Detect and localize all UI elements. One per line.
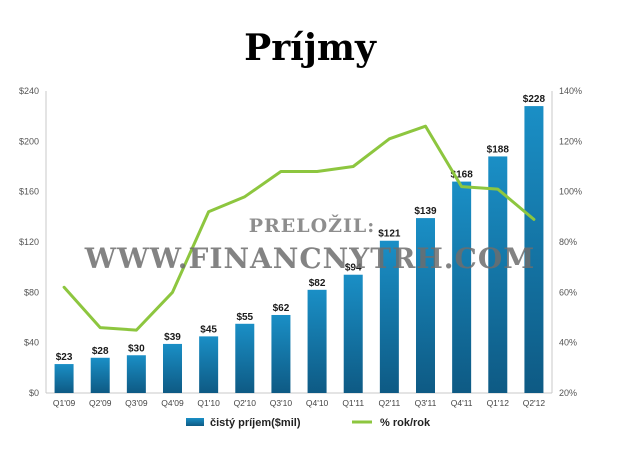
bar — [54, 364, 74, 393]
bar-data-label: $45 — [200, 324, 217, 335]
category-label: Q1'11 — [342, 398, 364, 408]
bar-data-label: $121 — [378, 229, 401, 240]
bar-data-label: $23 — [56, 352, 73, 363]
data-labels: $23 $28 $30 $39 $45 $55 $62 $82 $94 $121 $139 $168 $… — [56, 94, 546, 363]
category-label: Q1'12 — [487, 398, 510, 408]
bar-data-label: $39 — [164, 332, 181, 343]
line-series — [62, 124, 536, 332]
bar-data-label: $62 — [273, 303, 290, 314]
watermark-line2: WWW.FINANCNYTRH.COM — [84, 242, 535, 275]
left-tick-label: $0 — [29, 388, 39, 398]
right-tick-label: 120% — [559, 136, 582, 146]
category-label: Q2'10 — [234, 398, 257, 408]
category-label: Q3'09 — [125, 398, 148, 408]
left-tick-label: $200 — [19, 136, 39, 146]
bar — [163, 343, 182, 393]
category-label: Q2'12 — [523, 398, 546, 408]
right-tick-label: 80% — [559, 237, 577, 247]
category-label: Q4'11 — [451, 398, 473, 408]
right-tick-label: 20% — [559, 388, 577, 398]
watermark-line1: PRELOŽIL: — [249, 214, 376, 237]
left-axis-ticks: $0 $40 $80 $120 $160 $200 $240 — [19, 86, 39, 398]
bar-data-label: $188 — [487, 144, 510, 155]
category-label: Q2'11 — [378, 398, 400, 408]
yoy-line — [62, 124, 536, 332]
legend-bar-swatch — [186, 418, 204, 426]
bar — [90, 357, 110, 393]
category-label: Q4'10 — [306, 398, 329, 408]
right-tick-label: 40% — [559, 338, 577, 348]
bar — [199, 336, 219, 393]
legend-line-label: % rok/rok — [380, 417, 431, 429]
left-tick-label: $160 — [19, 187, 39, 197]
category-label: Q4'09 — [161, 398, 184, 408]
bar-data-label: $139 — [414, 206, 437, 217]
category-label: Q3'11 — [415, 398, 437, 408]
bar — [416, 218, 435, 393]
category-label: Q1'09 — [53, 398, 76, 408]
left-tick-label: $240 — [19, 86, 39, 96]
bar-data-label: $228 — [523, 94, 546, 105]
bar-data-label: $55 — [236, 312, 253, 323]
legend: čistý príjem($mil) % rok/rok — [186, 417, 431, 429]
bar-data-label: $30 — [128, 343, 145, 354]
right-tick-label: 60% — [559, 287, 577, 297]
legend-bar-label: čistý príjem($mil) — [210, 417, 301, 429]
bar — [452, 181, 472, 393]
bar — [307, 289, 327, 393]
bar-data-label: $28 — [92, 346, 109, 357]
left-tick-label: $120 — [19, 237, 39, 247]
category-label: Q3'10 — [270, 398, 293, 408]
right-tick-label: 140% — [559, 86, 582, 96]
watermark: PRELOŽIL: WWW.FINANCNYTRH.COM — [84, 214, 535, 275]
bar — [524, 106, 544, 393]
left-tick-label: $40 — [24, 338, 39, 348]
bar — [488, 156, 508, 393]
bar-data-label: $94 — [345, 263, 362, 274]
bar-data-label: $168 — [451, 170, 474, 181]
bar — [126, 355, 146, 393]
bar-series — [54, 106, 544, 393]
bar — [343, 274, 363, 393]
bar — [235, 323, 255, 393]
right-tick-label: 100% — [559, 187, 582, 197]
bar — [271, 314, 291, 393]
chart-title: Príjmy — [244, 27, 377, 69]
bar — [379, 240, 399, 393]
left-tick-label: $80 — [24, 287, 39, 297]
category-label: Q1'10 — [197, 398, 220, 408]
category-labels: Q1'09 Q2'09 Q3'09 Q4'09 Q1'10 Q2'10 Q3'10 Q4'10… — [53, 398, 546, 408]
right-axis-ticks: 20% 40% 60% 80% 100% 120% 140% — [559, 86, 582, 398]
category-label: Q2'09 — [89, 398, 112, 408]
bar-data-label: $82 — [309, 278, 326, 289]
